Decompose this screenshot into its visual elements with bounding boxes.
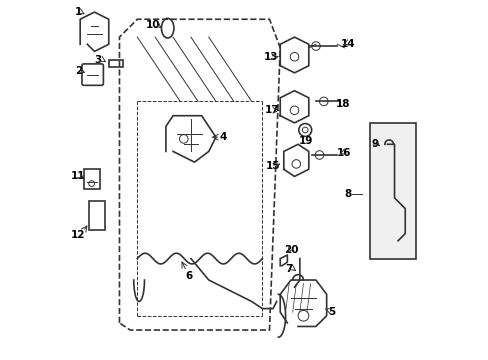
- Text: 9: 9: [370, 139, 378, 149]
- Bar: [108, 60, 123, 67]
- Text: 10: 10: [146, 19, 161, 30]
- Text: 11: 11: [71, 171, 85, 181]
- Bar: [89, 202, 105, 230]
- Bar: [83, 169, 100, 189]
- Text: 3: 3: [94, 55, 102, 65]
- Text: 19: 19: [298, 136, 312, 146]
- Text: 13: 13: [264, 52, 278, 62]
- Text: 18: 18: [335, 99, 349, 109]
- Text: 16: 16: [337, 148, 351, 158]
- Text: 12: 12: [71, 230, 85, 240]
- Text: 2: 2: [75, 66, 82, 76]
- Text: 6: 6: [185, 271, 192, 282]
- Text: 20: 20: [284, 245, 298, 255]
- Bar: [369, 123, 415, 258]
- Text: 14: 14: [340, 39, 355, 49]
- Text: 7: 7: [285, 264, 292, 274]
- Text: 17: 17: [264, 105, 279, 115]
- Text: 8: 8: [344, 189, 351, 199]
- Text: 1: 1: [75, 7, 82, 17]
- Text: 4: 4: [219, 132, 226, 142]
- Text: 5: 5: [328, 307, 335, 317]
- Text: 15: 15: [265, 161, 280, 171]
